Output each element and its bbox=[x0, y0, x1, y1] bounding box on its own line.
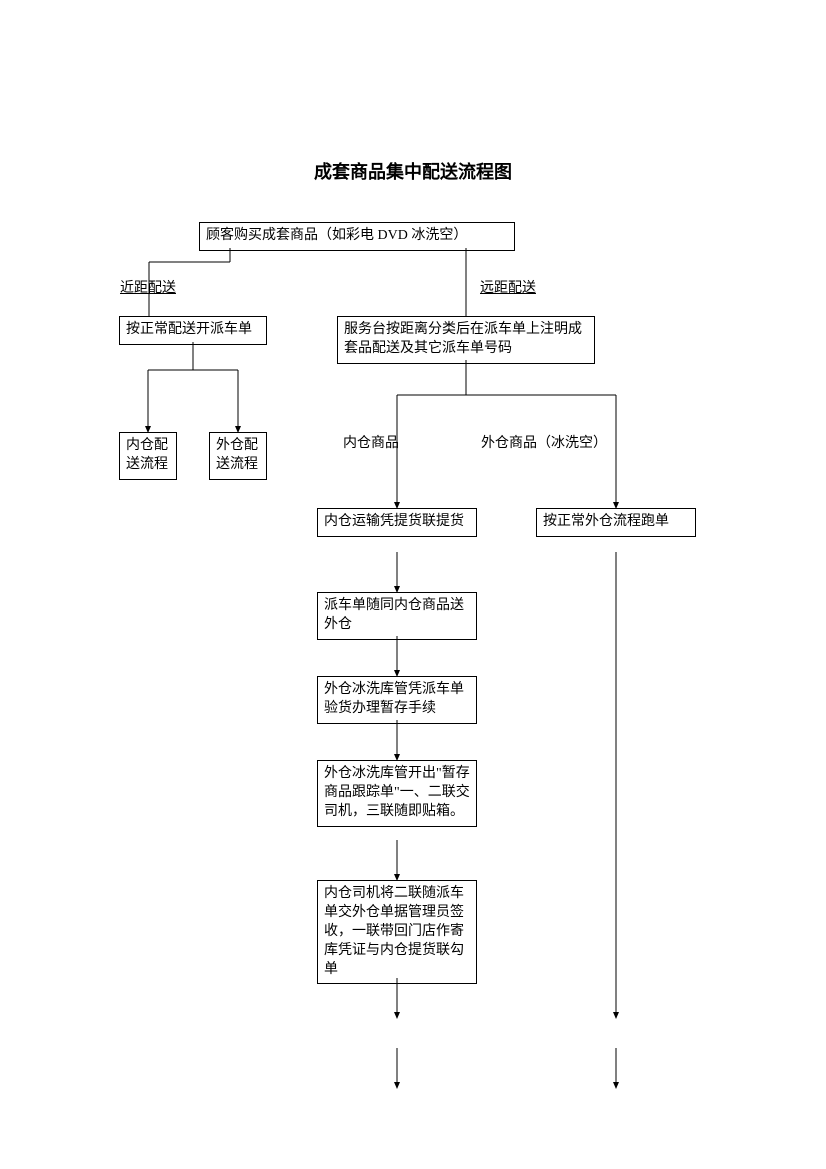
node-near-outer: 外仓配送流程 bbox=[209, 432, 267, 480]
node-far-dispatch: 服务台按距离分类后在派车单上注明成套品配送及其它派车单号码 bbox=[337, 316, 595, 364]
node-b1: 按正常外仓流程跑单 bbox=[536, 508, 696, 537]
label-far: 远距配送 bbox=[480, 277, 536, 297]
node-a5: 内仓司机将二联随派车单交外仓单据管理员签收，一联带回门店作寄库凭证与内仓提货联勾… bbox=[317, 880, 477, 984]
node-a1: 内仓运输凭提货联提货 bbox=[317, 508, 477, 537]
node-near-inner: 内仓配送流程 bbox=[119, 432, 177, 480]
node-a2: 派车单随同内仓商品送外仓 bbox=[317, 592, 477, 640]
label-near: 近距配送 bbox=[120, 277, 176, 297]
label-outer-goods: 外仓商品（冰洗空） bbox=[481, 432, 607, 452]
node-top: 顾客购买成套商品（如彩电 DVD 冰洗空） bbox=[199, 222, 515, 251]
label-inner-goods: 内仓商品 bbox=[343, 432, 399, 452]
node-near-dispatch: 按正常配送开派车单 bbox=[119, 316, 267, 345]
node-a3: 外仓冰洗库管凭派车单验货办理暂存手续 bbox=[317, 676, 477, 724]
page-title: 成套商品集中配送流程图 bbox=[0, 158, 826, 184]
node-a4: 外仓冰洗库管开出"暂存商品跟踪单"一、二联交司机，三联随即贴箱。 bbox=[317, 760, 477, 827]
